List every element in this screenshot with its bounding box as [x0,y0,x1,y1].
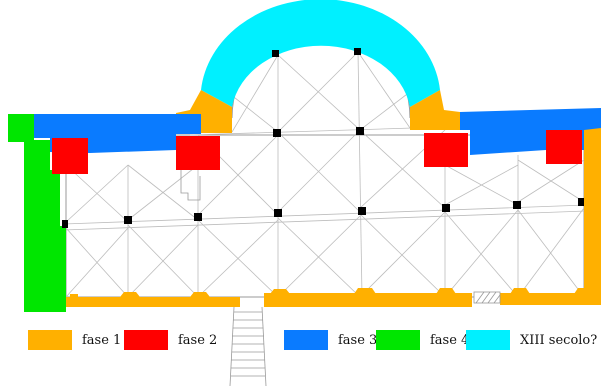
door-outline [180,170,201,201]
fase-4-walls [8,114,66,312]
legend-item-fase-4: fase 4 [376,329,469,351]
legend-swatch [376,330,420,350]
plan-outline [65,22,585,298]
legend-label: XIII secolo? [520,332,598,348]
piers [62,48,584,228]
legend-swatch [28,330,72,350]
fase-2-walls [52,130,582,174]
legend-label: fase 1 [82,332,122,348]
hatched-patch [473,291,501,304]
legend-label: fase 3 [338,332,378,348]
legend-label: fase 2 [178,332,218,348]
fase-3-walls [34,108,601,155]
legend-item-xiii-secolo: XIII secolo? [466,329,597,351]
legend-item-fase-3: fase 3 [284,329,377,351]
legend-swatch [466,330,510,350]
legend-label: fase 4 [430,332,470,348]
legend-item-fase-2: fase 2 [124,329,217,351]
legend-swatch [124,330,168,350]
vault-lines [63,51,587,298]
entrance-stairs [229,306,267,386]
legend-item-fase-1: fase 1 [28,329,121,351]
apse-arc-xiii-secolo [201,0,440,107]
legend-swatch [284,330,328,350]
